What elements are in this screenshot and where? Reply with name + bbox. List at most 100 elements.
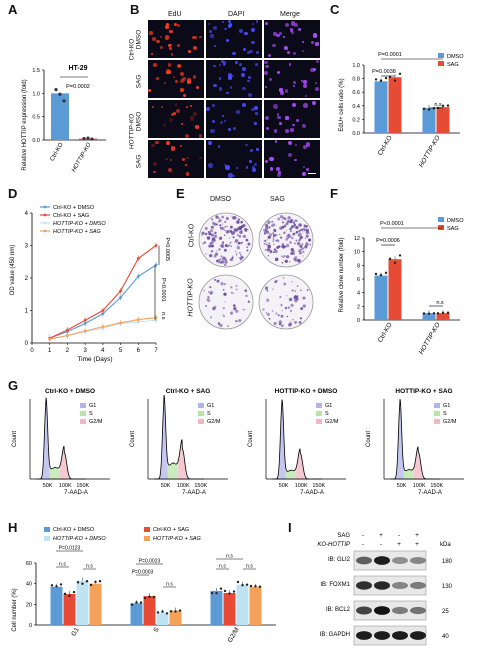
colony [225, 259, 228, 261]
colony [208, 291, 210, 294]
colony [233, 306, 237, 311]
cell-nucleus [279, 88, 283, 92]
colony [231, 310, 233, 312]
colony [280, 314, 284, 318]
cell-nucleus [274, 140, 278, 143]
colony [208, 253, 213, 258]
x-tick-label: 50K [43, 483, 53, 489]
cell-nucleus [173, 76, 176, 79]
cell-nucleus [152, 161, 157, 167]
colony [265, 286, 269, 290]
colony [242, 224, 246, 227]
data-point [156, 611, 160, 614]
colony [246, 246, 249, 249]
colony [205, 305, 207, 307]
colony [235, 288, 238, 291]
colony [305, 234, 309, 238]
colony [242, 308, 244, 311]
colony [273, 321, 277, 326]
x-tick-label: Ctrl-KO [377, 322, 394, 344]
y-tick-label: 6 [357, 277, 360, 283]
colony [275, 234, 277, 236]
data-point [436, 312, 440, 315]
cell-nucleus [210, 34, 215, 38]
legend-label: G2/M [89, 419, 103, 425]
cell-nucleus [242, 103, 246, 108]
scale-bar [308, 172, 316, 174]
cell-nucleus [232, 174, 236, 178]
colony [225, 217, 229, 220]
cell-nucleus [170, 146, 176, 151]
colony [307, 238, 312, 242]
colony [232, 236, 235, 239]
band [374, 606, 390, 615]
colony [284, 217, 287, 221]
colony [297, 258, 301, 263]
data-point [374, 78, 378, 81]
band [392, 581, 408, 590]
x-tick-label: 150K [76, 483, 89, 489]
y-tick-label: 60 [26, 561, 32, 567]
colony [293, 232, 296, 235]
legend-label: G1 [207, 403, 214, 409]
data-point [143, 596, 147, 600]
colony [214, 231, 217, 235]
cell-nucleus [302, 84, 307, 89]
panel-label-g: G [8, 378, 19, 393]
colony [269, 251, 272, 254]
colony [273, 249, 276, 251]
cell-nucleus [177, 64, 181, 68]
colony [285, 295, 288, 297]
colony [223, 315, 225, 318]
cell-nucleus [246, 166, 249, 169]
cell-nucleus [300, 79, 304, 83]
colony [209, 292, 212, 295]
x-tick-label: 50K [161, 483, 171, 489]
cell-nucleus [245, 143, 248, 147]
cell-nucleus [182, 93, 186, 97]
colony [208, 232, 212, 236]
colony [274, 280, 278, 284]
band [392, 557, 408, 564]
colony [221, 241, 225, 244]
cell-nucleus [218, 64, 221, 67]
colony [292, 221, 296, 224]
colony [223, 263, 227, 267]
colony [279, 215, 284, 219]
micrograph-r4-c3 [264, 140, 320, 178]
panel-d-ylabel: OD value (450 nm) [10, 245, 16, 296]
legend-swatch [316, 403, 322, 408]
colony [244, 227, 248, 231]
colony [266, 226, 269, 228]
flow-ylabel: Count [130, 431, 136, 447]
bar [374, 275, 388, 320]
colony [290, 303, 294, 308]
colony [239, 252, 241, 254]
x-tick-label: 50K [397, 483, 407, 489]
colony [286, 315, 289, 318]
colony [235, 320, 238, 323]
colony [299, 235, 303, 240]
cell-nucleus [192, 46, 198, 51]
sig-label: n.s [59, 562, 66, 568]
cell-nucleus [220, 60, 224, 63]
kda-header: kDa [440, 542, 451, 548]
x-tick-label: 3 [83, 348, 87, 354]
colony [304, 245, 308, 249]
legend-label: Ctrl-KO + SAG [53, 213, 89, 219]
colony [273, 229, 277, 233]
colony [262, 308, 265, 311]
condition-label: KO-HOTTIP [317, 542, 350, 548]
legend-label: G2/M [443, 419, 457, 425]
legend-swatch [80, 419, 86, 424]
panel-c-ylabel: EdU+ cells ratio (%) [339, 78, 345, 131]
cell-nucleus [184, 163, 188, 166]
blot-4: IB: GAPDH 40 [320, 625, 449, 646]
panel-b-row-1: DMSO [135, 29, 143, 50]
cell-nucleus [167, 70, 171, 75]
colony [289, 322, 293, 325]
x-tick-label: 150K [312, 483, 325, 489]
cell-nucleus [255, 112, 258, 116]
colony [210, 250, 214, 253]
colony [286, 219, 290, 223]
